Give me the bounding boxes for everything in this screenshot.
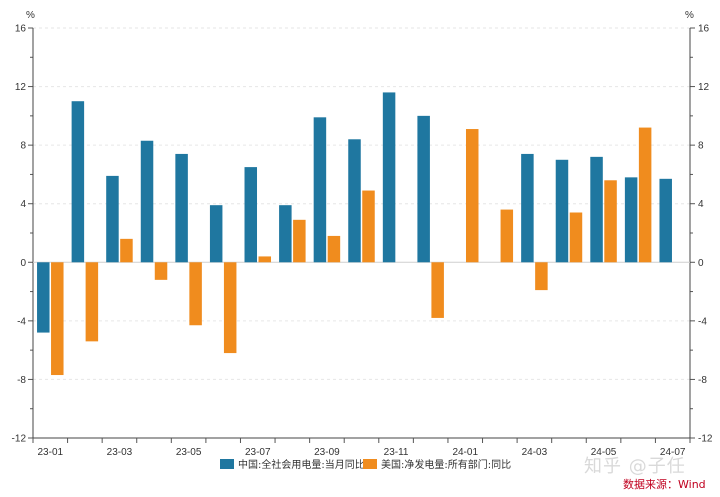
bar-china-23-12 — [417, 115, 430, 263]
x-tick-label: 24-05 — [591, 447, 617, 458]
y-tick-label-left: 16 — [15, 24, 27, 35]
bar-us-23-05 — [189, 262, 202, 326]
y-tick-label-right: 8 — [698, 141, 704, 152]
bar-us-23-03 — [120, 238, 133, 263]
bar-china-23-03 — [106, 175, 119, 263]
legend: 中国:全社会用电量:当月同比 美国:净发电量:所有部门:同比 — [220, 458, 511, 471]
y-tick-label-left: 12 — [15, 82, 27, 93]
bar-us-23-10 — [362, 190, 375, 263]
bar-us-24-03 — [535, 262, 548, 291]
y-unit-right: % — [685, 10, 694, 21]
y-tick-label-left: 0 — [20, 258, 26, 269]
bar-china-23-01 — [37, 262, 50, 333]
bar-us-23-08 — [293, 219, 306, 263]
bar-china-24-03 — [521, 153, 534, 263]
bars — [37, 92, 672, 376]
x-tick-label: 23-05 — [176, 447, 202, 458]
bar-us-24-02 — [500, 209, 514, 263]
y-tick-label-right: -8 — [698, 375, 707, 386]
bar-china-23-02 — [71, 101, 85, 263]
y-tick-label-left: 4 — [20, 199, 26, 210]
bar-china-23-11 — [382, 92, 396, 263]
legend-label-us: 美国:净发电量:所有部门:同比 — [381, 458, 511, 471]
bar-us-23-01 — [51, 262, 64, 376]
bar-china-23-10 — [348, 139, 361, 263]
y-tick-label-right: 4 — [698, 199, 704, 210]
y-tick-label-left: -4 — [17, 316, 26, 327]
bar-us-23-07 — [258, 256, 272, 263]
y-tick-label-left: 8 — [20, 141, 26, 152]
y-tick-label-right: 16 — [698, 24, 710, 35]
bar-us-24-01 — [465, 129, 479, 263]
x-tick-label: 23-03 — [107, 447, 133, 458]
bar-us-23-12 — [431, 262, 444, 318]
y-tick-label-left: -8 — [17, 375, 26, 386]
y-tick-label-left: -12 — [12, 434, 27, 445]
source-note: 数据来源：Wind — [623, 478, 706, 491]
bar-china-23-05 — [175, 153, 188, 263]
x-tick-label: 24-07 — [660, 447, 686, 458]
bar-china-23-08 — [279, 205, 292, 263]
bar-china-23-07 — [244, 167, 258, 263]
bar-us-23-04 — [154, 262, 168, 280]
bar-us-24-05 — [604, 180, 617, 263]
x-tick-label: 24-03 — [522, 447, 548, 458]
bar-china-23-04 — [140, 140, 154, 263]
x-tick-label: 23-11 — [384, 447, 409, 458]
bar-us-24-06 — [638, 127, 652, 263]
bar-china-23-06 — [209, 205, 223, 263]
x-tick-label: 24-01 — [452, 447, 478, 458]
legend-swatch-china — [220, 459, 234, 469]
x-tick-labels: 23-01 23-03 23-05 23-07 23-09 23-11 24-01 24-03… — [38, 447, 686, 458]
watermark: 知乎 @子任 — [584, 456, 686, 477]
bar-china-23-09 — [313, 117, 327, 263]
bar-us-23-02 — [85, 262, 99, 342]
y-tick-label-right: 12 — [698, 82, 710, 93]
legend-swatch-us — [363, 459, 377, 469]
y-unit-left: % — [26, 10, 35, 21]
bar-china-24-05 — [590, 156, 603, 263]
y-tick-labels: -12 -12 -8 -8 -4 -4 0 0 4 4 8 8 12 12 16 16 — [12, 24, 713, 445]
bar-us-23-06 — [223, 262, 237, 354]
bar-us-24-04 — [569, 212, 583, 263]
y-tick-label-right: 0 — [698, 258, 704, 269]
x-tick-label: 23-09 — [314, 447, 340, 458]
x-tick-label: 23-07 — [245, 447, 271, 458]
y-tick-label-right: -12 — [698, 434, 713, 445]
x-tick-label: 23-01 — [38, 447, 64, 458]
bar-china-24-07 — [659, 178, 672, 263]
y-tick-label-right: -4 — [698, 316, 707, 327]
bar-china-24-06 — [624, 177, 638, 263]
bar-us-23-09 — [327, 235, 341, 263]
bar-china-24-04 — [555, 159, 569, 263]
legend-label-china: 中国:全社会用电量:当月同比 — [238, 458, 365, 471]
